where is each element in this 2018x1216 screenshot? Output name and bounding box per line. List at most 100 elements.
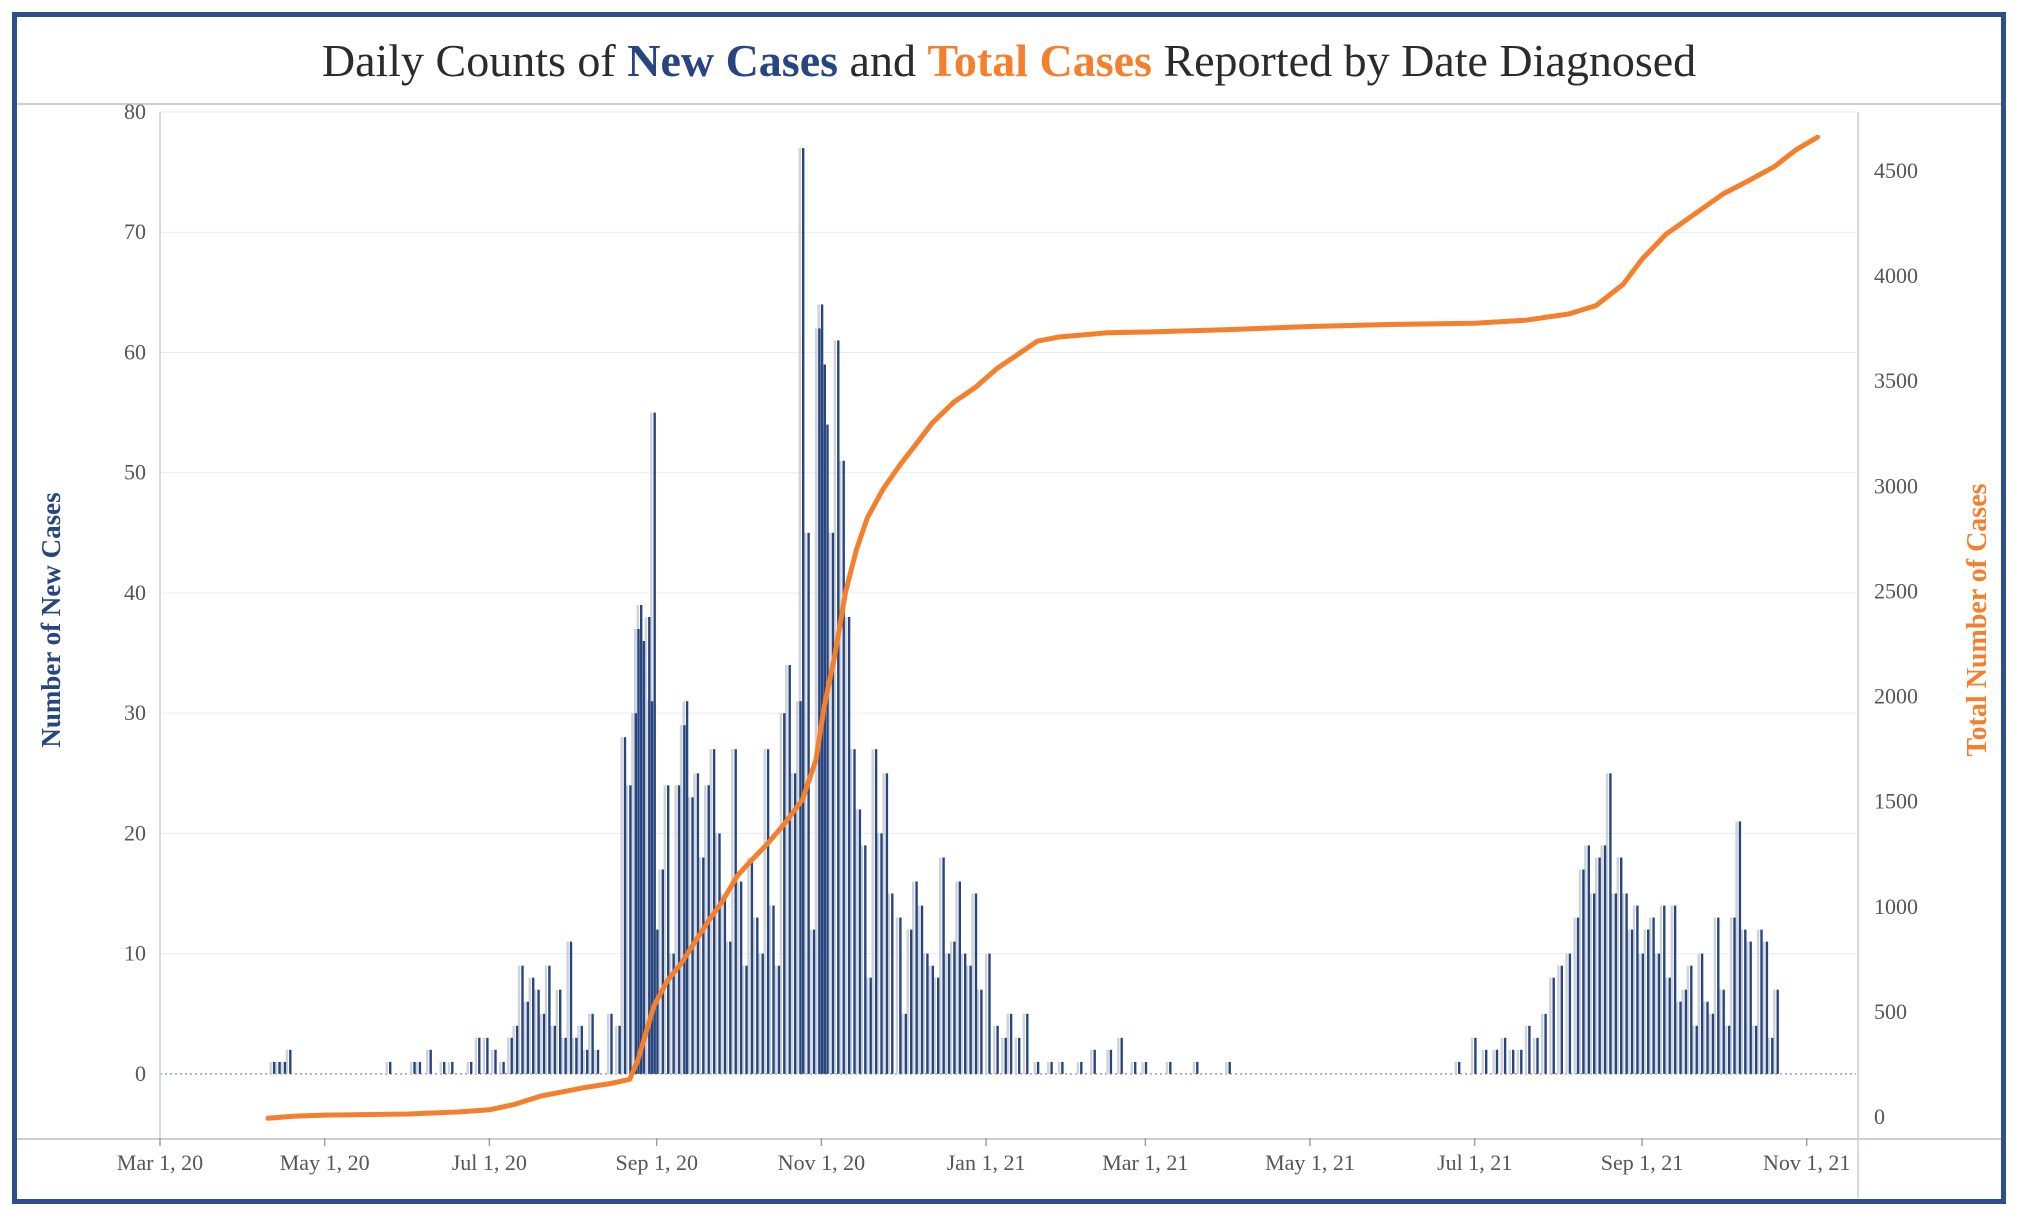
- new-cases-bar: [1695, 1025, 1698, 1074]
- new-cases-bar: [891, 893, 894, 1074]
- ghost-bar: [912, 881, 915, 1074]
- ghost-bar: [839, 460, 842, 1074]
- new-cases-bar: [1614, 893, 1617, 1074]
- y-axis-label-right: Total Number of Cases: [1962, 483, 1993, 756]
- right-tick-label: 500: [1874, 999, 1907, 1024]
- ghost-bar: [426, 1049, 429, 1074]
- new-cases-bar: [1663, 905, 1666, 1074]
- new-cases-bar: [920, 905, 924, 1074]
- ghost-bar: [1638, 953, 1641, 1074]
- right-axis-ticks: 0 500 1000 1500 2000 2500 3000 3500 4000 4500: [1874, 158, 1918, 1129]
- new-cases-bar: [1652, 917, 1655, 1074]
- ghost-bar: [507, 1037, 510, 1074]
- ghost-bar: [1746, 941, 1749, 1074]
- ghost-bar: [1686, 965, 1690, 1074]
- ghost-bar: [571, 1037, 575, 1074]
- ghost-bar: [960, 953, 963, 1074]
- new-cases-bar: [837, 340, 840, 1074]
- ghost-bar: [658, 869, 661, 1074]
- ghost-bar: [1632, 905, 1636, 1074]
- left-tick-label: 10: [124, 941, 146, 966]
- ghost-bar: [939, 857, 942, 1074]
- ghost-bar: [1600, 845, 1603, 1074]
- new-cases-bar: [596, 1049, 600, 1074]
- new-cases-bar: [650, 701, 654, 1074]
- ghost-bar: [855, 809, 858, 1074]
- new-cases-bar: [807, 532, 810, 1074]
- new-cases-bar: [1679, 1001, 1682, 1074]
- ghost-bar: [669, 953, 672, 1074]
- ghost-bar: [1557, 965, 1560, 1074]
- ghost-bar: [882, 773, 885, 1074]
- ghost-bar: [409, 1061, 413, 1074]
- ghost-bar: [1611, 893, 1614, 1074]
- ghost-bar: [474, 1037, 478, 1074]
- ghost-bar: [814, 328, 818, 1074]
- new-cases-bar: [842, 460, 845, 1074]
- new-cases-bar: [591, 1013, 594, 1074]
- ghost-bar: [933, 977, 936, 1074]
- new-cases-bar: [1733, 917, 1736, 1074]
- new-cases-bar: [718, 833, 721, 1074]
- new-cases-bar: [969, 965, 972, 1074]
- new-cases-bar: [653, 412, 656, 1074]
- new-cases-bar: [569, 941, 573, 1074]
- new-cases-bar: [1744, 929, 1747, 1074]
- new-cases-bar: [1636, 905, 1639, 1074]
- new-cases-bar: [537, 989, 540, 1074]
- ghost-bar: [544, 965, 548, 1074]
- left-tick-label: 50: [124, 460, 146, 485]
- total-cases-line: [265, 134, 1820, 1121]
- ghost-bar: [928, 965, 931, 1074]
- new-cases-bar: [696, 773, 700, 1074]
- ghost-bar: [385, 1061, 388, 1074]
- ghost-bar: [790, 773, 793, 1074]
- ghost-bar: [887, 893, 891, 1074]
- new-cases-bar: [526, 1001, 529, 1074]
- ghost-bar: [620, 737, 623, 1074]
- new-cases-bar: [1603, 845, 1607, 1074]
- new-cases-bar: [1673, 905, 1677, 1074]
- new-cases-bar: [756, 917, 759, 1074]
- new-cases-bar: [1080, 1061, 1083, 1074]
- ghost-bar: [1500, 1037, 1503, 1074]
- ghost-bar: [833, 340, 837, 1074]
- new-cases-bar: [637, 629, 640, 1074]
- y-axis-label-left: Number of New Cases: [36, 492, 66, 747]
- new-cases-bar: [542, 1013, 546, 1074]
- new-cases-bar: [1749, 941, 1752, 1074]
- title-middle: and: [849, 34, 916, 86]
- new-cases-bar: [413, 1061, 416, 1074]
- right-tick-label: 2000: [1874, 684, 1918, 709]
- new-cases-bar: [1647, 929, 1650, 1074]
- ghost-bar: [1573, 917, 1576, 1074]
- right-tick-label: 4500: [1874, 158, 1918, 183]
- ghost-bar: [917, 905, 920, 1074]
- ghost-bar: [1057, 1061, 1061, 1074]
- new-cases-bar: [723, 893, 727, 1074]
- new-cases-bar: [1036, 1061, 1040, 1074]
- ghost-bar: [1090, 1049, 1093, 1074]
- new-cases-bar: [683, 725, 686, 1074]
- ghost-bar: [674, 785, 677, 1074]
- new-cases-bar: [580, 1025, 583, 1074]
- new-cases-bar: [1196, 1061, 1199, 1074]
- new-cases-bar: [548, 965, 551, 1074]
- new-cases-bar: [1754, 1025, 1758, 1074]
- new-cases-bar: [1587, 845, 1590, 1074]
- new-cases-bar: [618, 1025, 621, 1074]
- new-cases-bar: [564, 1037, 567, 1074]
- ghost-bar: [285, 1049, 289, 1074]
- new-cases-bar: [486, 1037, 489, 1074]
- new-cases-bar: [1582, 869, 1585, 1074]
- new-cases-bar: [648, 617, 651, 1074]
- new-cases-bar: [1620, 857, 1623, 1074]
- x-tick-label: Sep 1, 20: [615, 1150, 698, 1175]
- ghost-bar: [906, 929, 909, 1074]
- ghost-bar: [1692, 1025, 1695, 1074]
- new-cases-bar: [1684, 989, 1688, 1074]
- new-cases-bar: [1668, 977, 1671, 1074]
- new-cases-bar: [623, 737, 627, 1074]
- ghost-bar: [1724, 1025, 1727, 1074]
- ghost-bar: [1708, 1013, 1711, 1074]
